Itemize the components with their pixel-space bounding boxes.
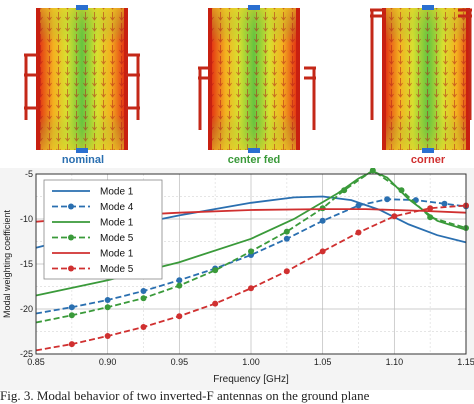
series-point-3: [283, 228, 290, 235]
y-tick-label: -25: [20, 349, 33, 359]
series-point-3: [398, 187, 405, 194]
series-point-3: [212, 267, 219, 274]
plot-frame: [35, 173, 467, 355]
legend-marker: [68, 203, 74, 210]
y-axis-label: Modal weighting coefficient: [2, 210, 12, 318]
series-point-3: [369, 168, 376, 174]
series-point-3: [104, 304, 111, 311]
figure-caption: Fig. 3. Modal behavior of two inverted-F…: [0, 388, 370, 403]
antenna-panels-figure: [24, 5, 472, 153]
series-point-1: [355, 202, 362, 209]
panel-nominal: [24, 5, 140, 153]
x-tick-label: 0.95: [171, 357, 189, 367]
x-tick-label: 1.05: [314, 357, 332, 367]
modal-weighting-chart: 0.85 0.90 0.95 1.00 1.05 1.10 1.15 -5 -10 -15 -20 -…: [0, 168, 474, 390]
series-point-5: [248, 285, 254, 292]
series-point-1: [104, 297, 111, 303]
x-tick-label: 1.00: [242, 357, 260, 367]
series-point-3: [176, 282, 183, 289]
panel-corner: [370, 5, 472, 153]
y-tick-label: -15: [20, 259, 33, 269]
series-point-1: [140, 288, 147, 294]
legend-box: [43, 179, 163, 280]
legend-marker: [68, 234, 74, 241]
legend-entry: Mode 5: [100, 233, 134, 244]
series-point-3: [140, 295, 147, 302]
y-tick-label: -10: [20, 214, 33, 224]
series-point-1: [176, 277, 183, 284]
series-point-5: [104, 333, 111, 339]
y-tick-label: -20: [20, 304, 33, 314]
series-point-5: [140, 324, 147, 330]
series-point-1: [283, 235, 290, 242]
x-tick-label: 0.85: [27, 357, 45, 367]
series-point-5: [391, 213, 398, 220]
series-point-3: [319, 205, 326, 212]
legend-entry: Mode 5: [100, 264, 134, 275]
legend-entry: Mode 1: [100, 187, 134, 198]
x-axis-label: Frequency [GHz]: [213, 374, 289, 385]
x-tick-label: 0.90: [99, 357, 117, 367]
legend-entry: Mode 1: [100, 218, 134, 229]
series-point-3: [427, 214, 434, 221]
series-point-1: [68, 304, 75, 311]
legend-entry: Mode 1: [100, 249, 134, 260]
series-point-5: [355, 229, 362, 236]
x-tick-label: 1.15: [457, 357, 474, 367]
series-point-3: [341, 187, 348, 194]
series-point-1: [441, 200, 448, 207]
series-point-5: [212, 300, 219, 307]
series-line-2: [35, 170, 467, 297]
series-point-5: [319, 248, 326, 255]
series-point-5: [427, 205, 434, 212]
series-point-1: [319, 217, 326, 224]
x-tick-label: 1.10: [386, 357, 404, 367]
series-point-5: [68, 341, 75, 348]
panel-label-center-fed: center fed: [227, 154, 281, 166]
panel-label-corner: corner: [410, 154, 446, 166]
series-point-5: [176, 313, 183, 320]
y-tick-label: -5: [25, 169, 33, 179]
panel-label-nominal: nominal: [61, 154, 105, 166]
series-point-1: [384, 196, 391, 203]
series-point-3: [248, 248, 254, 255]
series-point-3: [68, 312, 75, 319]
series-line-3: [35, 169, 467, 324]
legend-marker: [68, 265, 74, 272]
series-point-5: [283, 268, 290, 275]
panel-center-fed: [198, 5, 316, 153]
legend-entry: Mode 4: [100, 202, 134, 213]
